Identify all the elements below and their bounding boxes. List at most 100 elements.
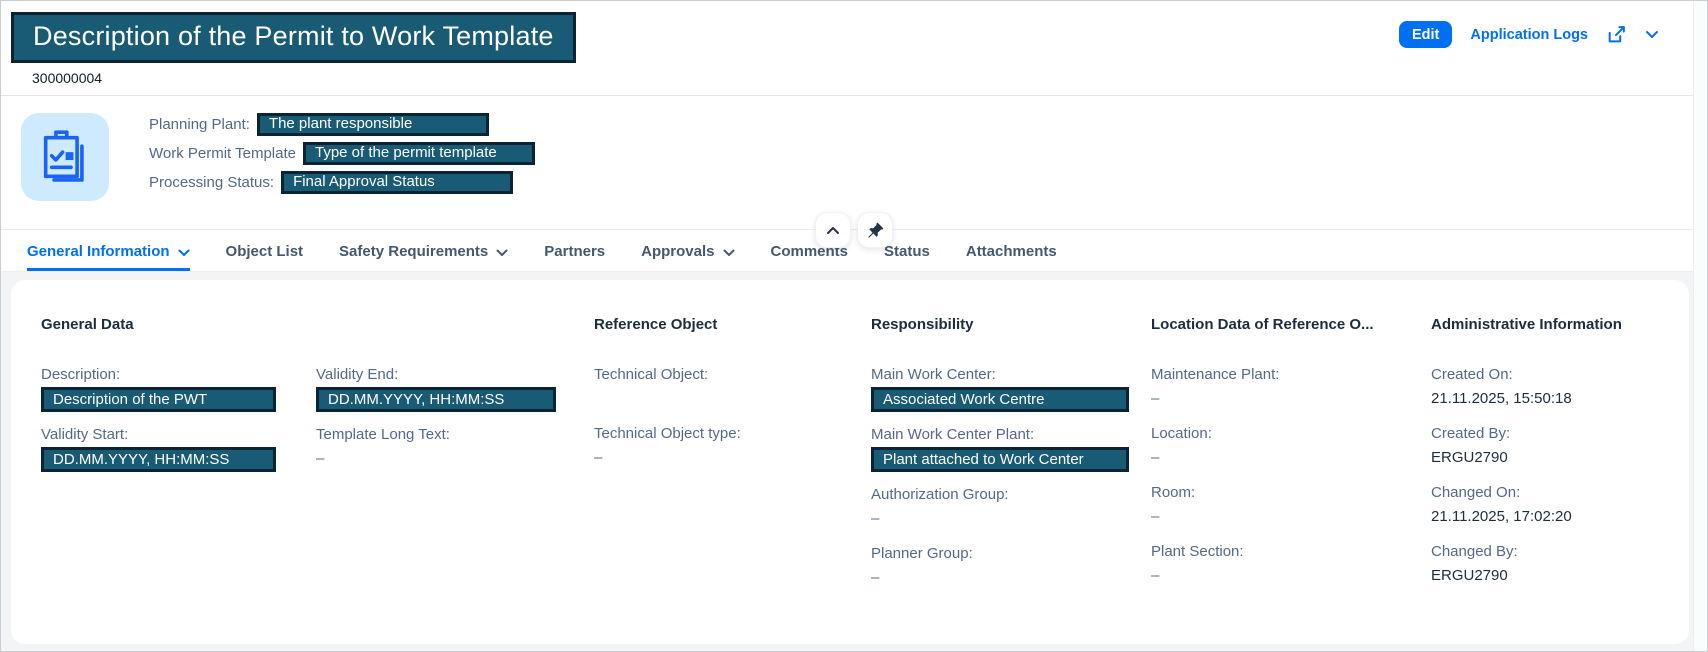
application-logs-link[interactable]: Application Logs <box>1470 26 1588 43</box>
field-value: ERGU2790 <box>1431 449 1508 466</box>
summary-row: Planning Plant: The plant responsible <box>149 112 535 136</box>
field-label: Plant Section: <box>1151 543 1244 560</box>
highlighted-field-value: Description of the PWT <box>41 387 276 412</box>
tab-label: Object List <box>225 243 304 260</box>
tab-label: Status <box>884 243 930 260</box>
section-title: Administrative Information <box>1431 316 1622 333</box>
section-responsibility: Responsibility Main Work Center: Associa… <box>871 316 1151 603</box>
field-label: Planner Group: <box>871 545 973 562</box>
field-planner-group: Planner Group: – <box>871 544 1151 590</box>
field-location: Location: – <box>1151 424 1431 470</box>
highlighted-field-value: Final Approval Status <box>281 170 514 194</box>
highlighted-field-value: DD.MM.YYYY, HH:MM:SS <box>41 447 276 472</box>
field-template-long-text: Template Long Text: – <box>316 425 594 471</box>
tab-general-information[interactable]: General Information <box>27 243 190 271</box>
field-description: Description: Description of the PWT <box>41 365 316 412</box>
tab-approvals[interactable]: Approvals <box>641 243 734 271</box>
field-label: Validity Start: <box>41 426 129 443</box>
summary-strip: Planning Plant: The plant responsible Wo… <box>1 96 1707 201</box>
highlighted-field-value: The plant responsible <box>256 112 489 136</box>
field-room: Room: – <box>1151 483 1431 529</box>
field-value: – <box>1151 449 1160 466</box>
field-created-by: Created By: ERGU2790 <box>1431 424 1679 470</box>
field-value <box>594 387 871 411</box>
highlighted-field-value: Type of the permit template <box>303 141 535 165</box>
general-information-card: General Data Description: Description of… <box>11 280 1689 644</box>
field-value: – <box>1151 508 1160 525</box>
section-title: Location Data of Reference O... <box>1151 316 1374 333</box>
field-value: – <box>316 450 325 467</box>
field-value: 21.11.2025, 15:50:18 <box>1431 390 1572 407</box>
content-area: General Data Description: Description of… <box>1 272 1707 651</box>
summary-row: Processing Status: Final Approval Status <box>149 170 535 194</box>
tab-status[interactable]: Status <box>884 243 930 271</box>
field-main-work-center-plant: Main Work Center Plant: Plant attached t… <box>871 425 1151 472</box>
permit-clipboard-icon <box>21 113 109 201</box>
tab-partners[interactable]: Partners <box>544 243 605 271</box>
field-value: – <box>1151 567 1160 584</box>
highlighted-field-value: Associated Work Centre <box>871 387 1129 412</box>
field-label: Description: <box>41 366 121 383</box>
field-label: Technical Object type: <box>594 425 741 442</box>
field-label: Changed By: <box>1431 543 1518 560</box>
tab-label: General Information <box>27 243 170 260</box>
page-header: Description of the Permit to Work Templa… <box>1 1 1707 95</box>
page-title: Description of the Permit to Work Templa… <box>11 12 576 63</box>
field-label: Main Work Center Plant: <box>871 426 1035 443</box>
collapse-header-button[interactable] <box>815 212 851 248</box>
highlighted-field-value: DD.MM.YYYY, HH:MM:SS <box>316 387 556 412</box>
field-technical-object: Technical Object: <box>594 365 871 411</box>
tab-object-list[interactable]: Object List <box>226 243 304 271</box>
share-icon[interactable] <box>1606 24 1627 45</box>
field-label: Changed On: <box>1431 484 1521 501</box>
chevron-up-icon <box>827 226 839 234</box>
chevron-down-icon <box>178 249 190 256</box>
field-validity-start: Validity Start: DD.MM.YYYY, HH:MM:SS <box>41 425 316 472</box>
page-subtitle: 300000004 <box>32 70 103 86</box>
header-divider <box>1 95 1707 96</box>
section-title: Reference Object <box>594 316 718 333</box>
chevron-down-icon <box>723 249 734 256</box>
field-plant-section: Plant Section: – <box>1151 542 1431 588</box>
tab-label: Attachments <box>965 243 1057 260</box>
section-administrative-information: Administrative Information Created On: 2… <box>1431 316 1679 603</box>
field-value: – <box>871 569 880 586</box>
field-authorization-group: Authorization Group: – <box>871 485 1151 531</box>
tab-label: Partners <box>544 243 606 260</box>
anchor-divider <box>1 212 1707 248</box>
tab-attachments[interactable]: Attachments <box>966 243 1057 271</box>
tab-bar: General Information Object List Safety R… <box>1 230 1707 272</box>
tab-label: Approvals <box>641 243 715 260</box>
tab-safety-requirements[interactable]: Safety Requirements <box>339 243 508 271</box>
field-main-work-center: Main Work Center: Associated Work Centre <box>871 365 1151 412</box>
pin-icon <box>867 222 883 238</box>
tab-label: Safety Requirements <box>339 243 489 260</box>
section-title: General Data <box>41 316 134 333</box>
header-actions: Edit Application Logs <box>1399 21 1659 48</box>
edit-button[interactable]: Edit <box>1399 21 1453 48</box>
field-label: Validity End: <box>316 366 399 383</box>
chevron-down-icon <box>496 249 508 256</box>
field-label: Template Long Text: <box>316 426 450 443</box>
field-changed-by: Changed By: ERGU2790 <box>1431 542 1679 588</box>
field-label: Location: <box>1151 425 1212 442</box>
field-value: – <box>594 449 603 466</box>
section-title: Responsibility <box>871 316 974 333</box>
field-label: Authorization Group: <box>871 486 1009 503</box>
field-label: Maintenance Plant: <box>1151 366 1280 383</box>
field-label: Created On: <box>1431 366 1513 383</box>
chevron-down-icon[interactable] <box>1645 30 1659 39</box>
section-location-data: Location Data of Reference O... Maintena… <box>1151 316 1431 603</box>
field-value: – <box>871 510 880 527</box>
pin-header-button[interactable] <box>857 212 893 248</box>
field-value: ERGU2790 <box>1431 567 1508 584</box>
summary-row: Work Permit Template Type of the permit … <box>149 141 535 165</box>
highlighted-field-value: Plant attached to Work Center <box>871 447 1129 472</box>
scrollbar-track[interactable] <box>1693 1 1707 651</box>
field-label: Work Permit Template <box>149 144 296 162</box>
field-label: Technical Object: <box>594 366 709 383</box>
section-general-data: General Data Description: Description of… <box>41 316 594 603</box>
summary-fields: Planning Plant: The plant responsible Wo… <box>149 112 535 201</box>
field-validity-end: Validity End: DD.MM.YYYY, HH:MM:SS <box>316 365 594 412</box>
